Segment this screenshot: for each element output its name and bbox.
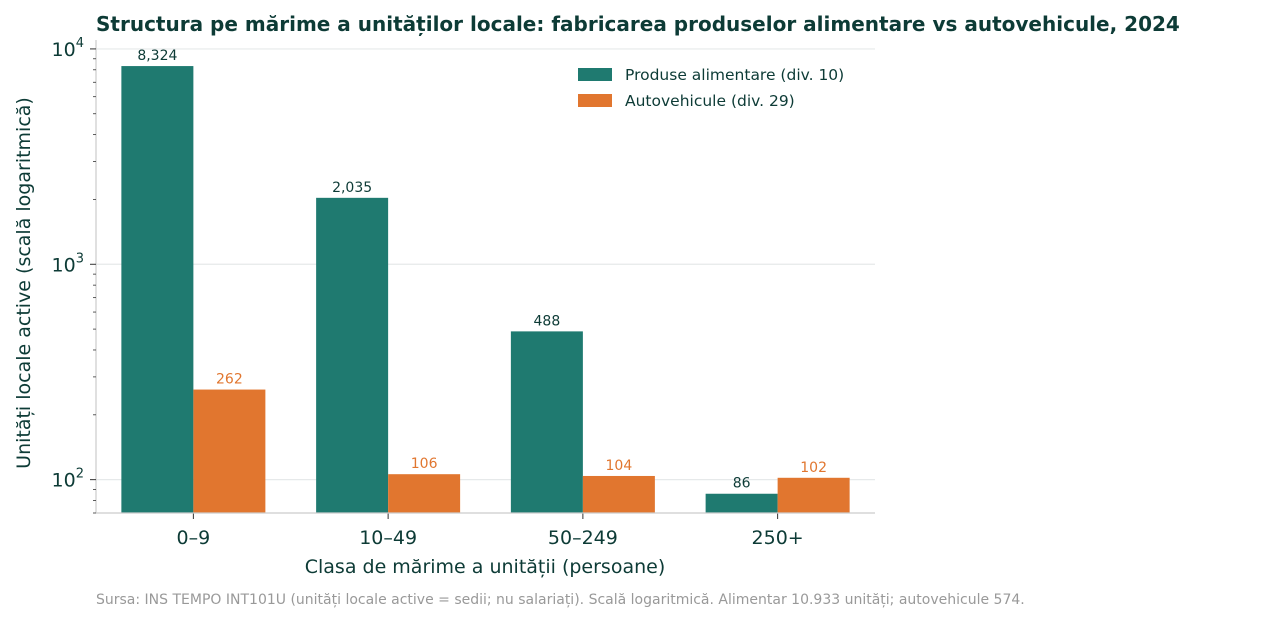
bar-autovehicule-3 (777, 477, 850, 513)
x-axis-label: Clasa de mărime a unității (persoane) (305, 556, 666, 578)
data-label-alimentare-2: 488 (534, 313, 561, 329)
y-tick-label-1: 103 (52, 251, 84, 276)
x-tick-label-3: 250+ (752, 527, 804, 549)
bar-autovehicule-1 (388, 474, 461, 513)
bar-autovehicule-2 (582, 475, 655, 513)
bar-alimentare-0 (121, 66, 194, 513)
chart-title: Structura pe mărime a unităților locale:… (96, 12, 1180, 36)
bar-alimentare-2 (510, 331, 583, 513)
data-label-autovehicule-2: 104 (606, 458, 633, 474)
bar-alimentare-1 (316, 197, 389, 513)
data-label-alimentare-3: 86 (733, 476, 751, 492)
data-label-autovehicule-3: 102 (800, 460, 827, 476)
legend-label-0: Produse alimentare (div. 10) (625, 66, 844, 84)
x-tick-label-1: 10–49 (359, 527, 417, 549)
y-tick-label-2: 104 (52, 36, 84, 61)
bars: 8,324 262 2,035 106 488 104 86 102 (121, 48, 850, 513)
x-tick-label-2: 50–249 (548, 527, 618, 549)
axes: 0–9 10–49 50–249 250+ 102 103 104 (52, 36, 875, 549)
y-tick-label-0: 102 (52, 467, 84, 492)
legend-swatch-0 (578, 68, 612, 81)
bar-alimentare-3 (705, 493, 778, 513)
data-label-autovehicule-0: 262 (216, 372, 243, 388)
legend-swatch-1 (578, 94, 612, 107)
y-axis-label: Unități locale active (scală logaritmică… (13, 97, 35, 469)
source-note: Sursa: INS TEMPO INT101U (unități locale… (96, 592, 1025, 608)
data-label-alimentare-0: 8,324 (137, 48, 177, 64)
data-label-autovehicule-1: 106 (411, 456, 438, 472)
bar-autovehicule-0 (193, 389, 266, 513)
data-label-alimentare-1: 2,035 (332, 180, 372, 196)
legend-label-1: Autovehicule (div. 29) (625, 92, 795, 110)
x-tick-label-0: 0–9 (177, 527, 211, 549)
legend: Produse alimentare (div. 10) Autovehicule… (578, 66, 844, 110)
